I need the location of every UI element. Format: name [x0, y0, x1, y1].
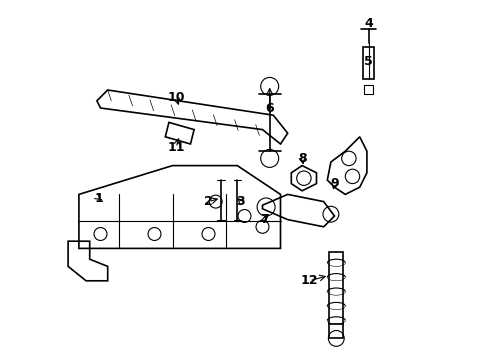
- Text: 6: 6: [265, 102, 273, 114]
- Text: 3: 3: [236, 195, 244, 208]
- Text: 5: 5: [364, 55, 372, 68]
- Text: 7: 7: [260, 213, 268, 226]
- Text: 1: 1: [94, 192, 103, 204]
- Text: 9: 9: [329, 177, 338, 190]
- Text: 2: 2: [203, 195, 212, 208]
- Text: 12: 12: [300, 274, 317, 287]
- Text: 11: 11: [167, 141, 184, 154]
- Text: 4: 4: [364, 17, 372, 30]
- Text: 10: 10: [167, 91, 184, 104]
- Text: 8: 8: [297, 152, 306, 165]
